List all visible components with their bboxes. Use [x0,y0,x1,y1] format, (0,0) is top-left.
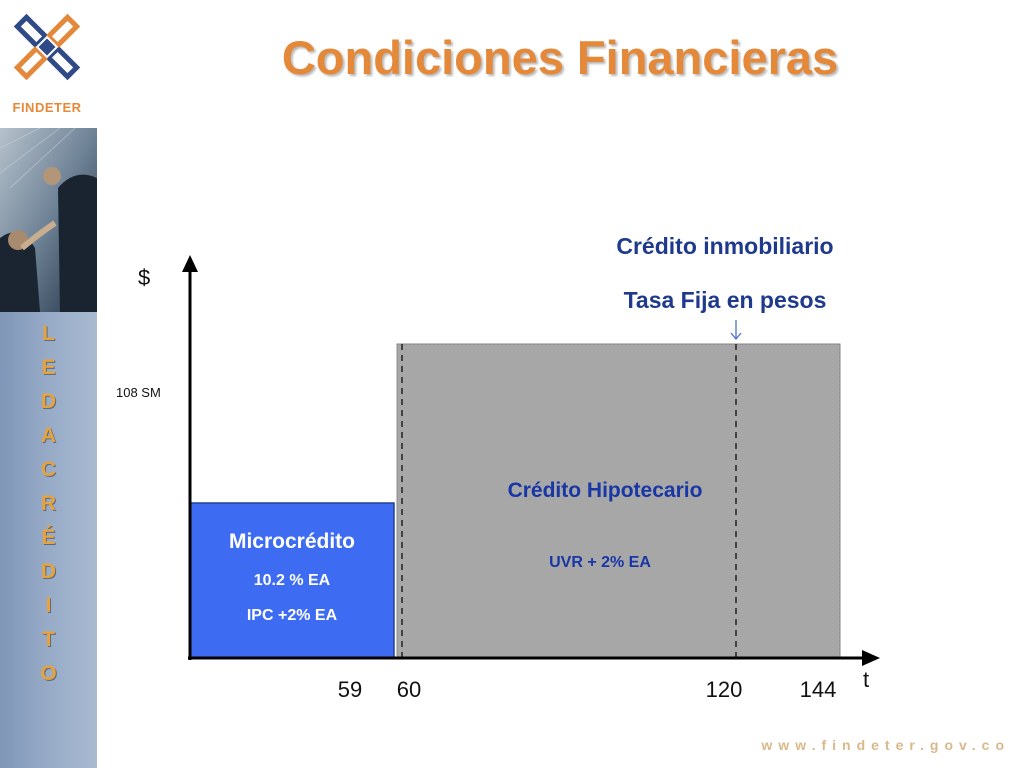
vertical-letter: T [42,628,55,651]
vertical-letter: L [42,322,55,345]
handshake-photo [0,128,97,312]
x-tick-120: 120 [705,677,743,702]
footer-url[interactable]: www.findeter.gov.co [761,737,1010,753]
microcredito-rate-1: 10.2 % EA [253,572,331,589]
logo-brand-text: FINDETER [12,100,82,115]
microcredito-title: Microcrédito [228,530,356,553]
sidebar: FINDETER L E D A C R É D I [0,0,97,768]
x-tick-144: 144 [799,677,837,702]
hipotecario-rate: UVR + 2% EA [549,554,651,571]
vertical-letter: C [40,458,57,481]
microcredito-rate-2: IPC +2% EA [246,607,338,624]
vertical-letter: I [45,594,52,617]
heading-credito-inmobiliario: Crédito inmobiliario [616,233,834,259]
findeter-logo: FINDETER [0,0,97,128]
x-tick-59: 59 [337,677,363,702]
vertical-letter: O [40,662,57,685]
x-tick-60: 60 [396,677,422,702]
vertical-letter: E [41,356,56,379]
vertical-letter: D [40,390,57,413]
page-title: Condiciones Financieras [281,31,839,84]
hipotecario-title: Crédito Hipotecario [507,479,703,502]
vertical-word-strip: L E D A C R É D I T O [0,312,97,768]
x-axis-label: t [863,667,870,692]
vertical-letter: R [40,492,57,515]
heading-tasa-fija: Tasa Fija en pesos [623,287,827,313]
vertical-letter: D [40,560,57,583]
vertical-letter: A [40,424,57,447]
y-axis-label: $ [138,265,151,290]
vertical-letter: É [41,526,56,549]
y-axis-mark-108sm: 108 SM [116,385,161,400]
findeter-logo-icon [13,13,81,81]
